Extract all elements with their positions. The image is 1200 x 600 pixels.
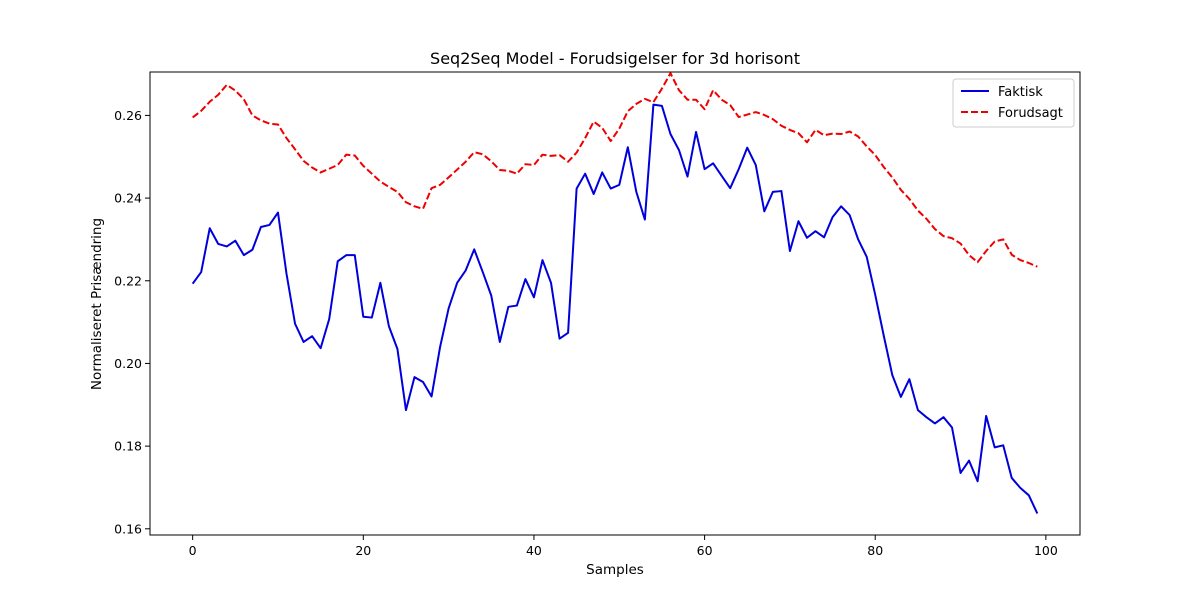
series-line-faktisk (191, 103, 1039, 514)
legend-label-faktisk: Faktisk (998, 85, 1043, 100)
y-tick-label: 0.18 (114, 439, 142, 454)
legend-label-forudsagt: Forudsagt (998, 106, 1063, 121)
y-tick-label: 0.16 (114, 521, 142, 536)
plot-area: 0 20 40 60 80 100 0.16 0.18 0.20 0.22 0.24 0.26 (114, 71, 1081, 558)
y-tick-label: 0.24 (114, 191, 142, 206)
x-tick-label: 60 (697, 543, 713, 558)
x-tick-label: 100 (1034, 543, 1058, 558)
y-tick-label: 0.20 (114, 356, 142, 371)
plot-frame (149, 71, 1081, 536)
y-axis-label: Normaliseret Prisændring (89, 218, 105, 390)
y-tick-label: 0.22 (114, 273, 142, 288)
x-axis-label: Samples (586, 562, 644, 578)
chart-title: Seq2Seq Model - Forudsigelser for 3d hor… (430, 49, 800, 68)
x-tick-label: 40 (526, 543, 542, 558)
y-tick-label: 0.26 (114, 108, 142, 123)
x-tick-label: 80 (867, 543, 883, 558)
x-tick-label: 20 (355, 543, 371, 558)
series-line-forudsagt (192, 72, 1038, 268)
legend: Faktisk Forudsagt (952, 78, 1075, 128)
x-tick-label: 0 (189, 543, 197, 558)
